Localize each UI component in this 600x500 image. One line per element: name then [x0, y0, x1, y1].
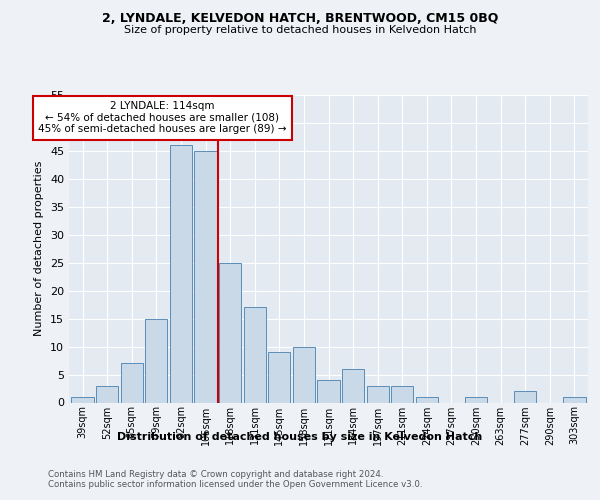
Text: 2, LYNDALE, KELVEDON HATCH, BRENTWOOD, CM15 0BQ: 2, LYNDALE, KELVEDON HATCH, BRENTWOOD, C… [102, 12, 498, 26]
Bar [121, 364, 143, 403]
Text: Contains HM Land Registry data © Crown copyright and database right 2024.: Contains HM Land Registry data © Crown c… [48, 470, 383, 479]
Y-axis label: Number of detached properties: Number of detached properties [34, 161, 44, 336]
Bar [416, 397, 438, 402]
Bar [465, 397, 487, 402]
Text: 2 LYNDALE: 114sqm
← 54% of detached houses are smaller (108)
45% of semi-detache: 2 LYNDALE: 114sqm ← 54% of detached hous… [38, 101, 287, 134]
Bar [96, 386, 118, 402]
Bar [194, 151, 217, 403]
Text: Size of property relative to detached houses in Kelvedon Hatch: Size of property relative to detached ho… [124, 25, 476, 35]
Text: Distribution of detached houses by size in Kelvedon Hatch: Distribution of detached houses by size … [118, 432, 482, 442]
Bar [367, 386, 389, 402]
Bar [219, 262, 241, 402]
Bar [170, 146, 192, 402]
Bar [145, 318, 167, 402]
Bar [71, 397, 94, 402]
Text: Contains public sector information licensed under the Open Government Licence v3: Contains public sector information licen… [48, 480, 422, 489]
Bar [317, 380, 340, 402]
Bar [268, 352, 290, 403]
Bar [244, 308, 266, 402]
Bar [514, 392, 536, 402]
Bar [293, 346, 315, 403]
Bar [342, 369, 364, 402]
Bar [563, 397, 586, 402]
Bar [391, 386, 413, 402]
